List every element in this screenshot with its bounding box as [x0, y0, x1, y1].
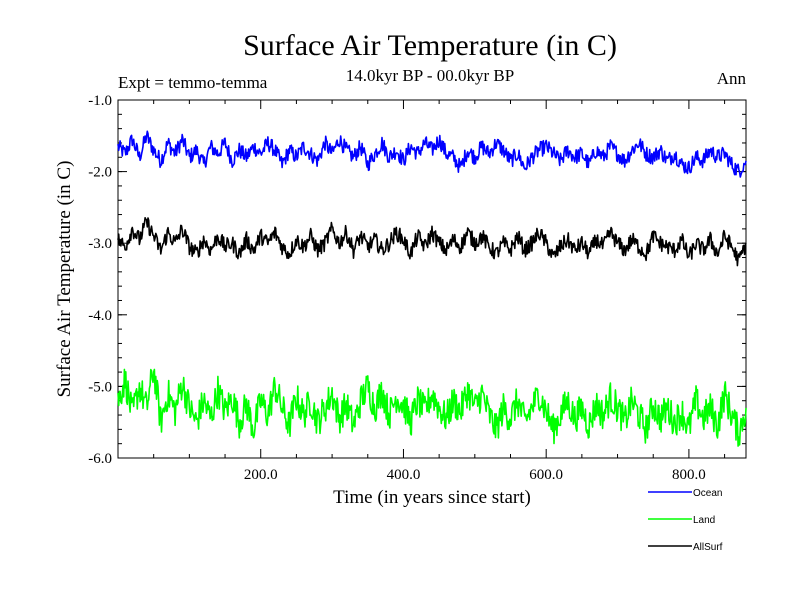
x-axis-label: Time (in years since start)	[333, 487, 531, 508]
y-tick-label: -5.0	[88, 379, 112, 395]
series-line-allsurf	[117, 217, 747, 267]
legend-label-ocean: Ocean	[693, 488, 722, 499]
x-tick-label: 200.0	[244, 467, 278, 483]
x-tick-label: 400.0	[387, 467, 421, 483]
legend-label-land: Land	[693, 515, 715, 526]
y-tick-label: -6.0	[88, 451, 112, 467]
y-tick-label: -2.0	[88, 165, 112, 181]
y-axis-label: Surface Air Temperature (in C)	[54, 161, 75, 398]
y-tick-label: -4.0	[88, 308, 112, 324]
chart-subtitle: 14.0kyr BP - 00.0kyr BP	[346, 66, 514, 85]
series-line-ocean	[117, 130, 747, 178]
y-tick-label: -3.0	[88, 236, 112, 252]
chart-title: Surface Air Temperature (in C)	[243, 29, 617, 62]
experiment-label: Expt = temmo-temma	[118, 73, 268, 92]
series-lines	[117, 130, 747, 447]
legend-label-allsurf: AllSurf	[693, 542, 723, 553]
y-tick-label: -1.0	[88, 93, 112, 109]
season-label: Ann	[717, 69, 747, 88]
legend: Ocean Land AllSurf	[648, 488, 723, 553]
series-line-land	[117, 368, 747, 447]
plot-frame	[117, 99, 747, 459]
x-tick-label: 800.0	[672, 467, 706, 483]
x-tick-label: 600.0	[529, 467, 563, 483]
